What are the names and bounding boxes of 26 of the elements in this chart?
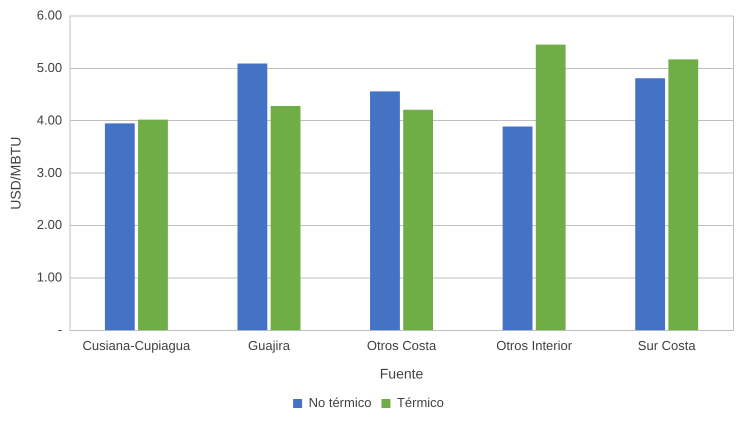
x-tick-label: Otros Costa [366, 338, 437, 353]
bar [668, 59, 698, 330]
x-tick-label: Guajira [248, 338, 291, 353]
x-tick-label: Sur Costa [638, 338, 696, 353]
y-tick-label: 4.00 [36, 112, 62, 128]
x-tick-label: Cusiana-Cupiagua [82, 338, 191, 353]
bar [536, 44, 566, 330]
y-tick-label: 5.00 [36, 60, 62, 75]
bar [270, 106, 300, 330]
y-tick-label: - [58, 322, 62, 338]
y-tick-label: 6.00 [36, 7, 62, 22]
x-axis-title: Fuente [380, 365, 424, 382]
y-tick-label: 2.00 [36, 217, 62, 232]
bar [502, 126, 532, 330]
legend-label: Térmico [396, 395, 444, 410]
bar [370, 91, 400, 330]
x-tick-label: Otros Interior [496, 338, 573, 353]
legend-label: No térmico [308, 395, 372, 410]
y-tick-label: 3.00 [36, 164, 62, 180]
bar [104, 123, 135, 330]
y-tick-label: 1.00 [36, 270, 62, 285]
bar [635, 78, 666, 330]
bar [138, 120, 168, 330]
bar [237, 64, 268, 330]
y-axis-title: USD/MBTU [7, 136, 24, 210]
bar [403, 110, 434, 330]
